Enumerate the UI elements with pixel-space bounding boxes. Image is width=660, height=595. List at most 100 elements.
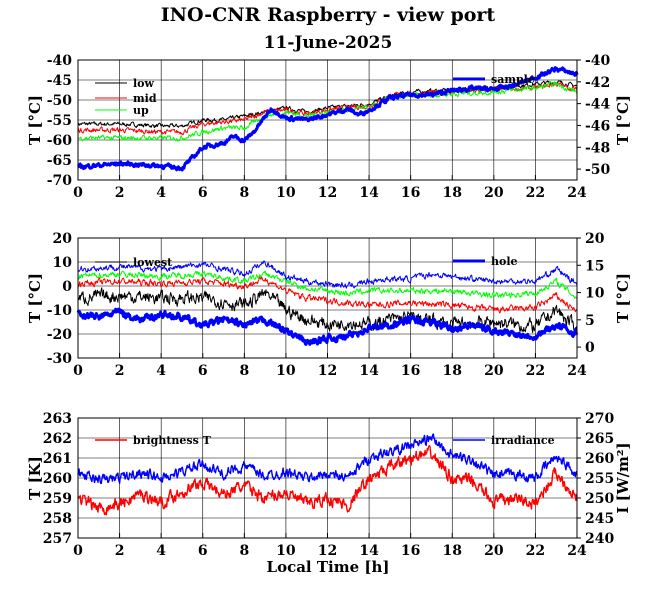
x-tick-label: 0 xyxy=(73,543,83,559)
x-tick-label: 4 xyxy=(156,363,166,379)
y-tick-label: 263 xyxy=(43,411,72,427)
x-tick-label: 18 xyxy=(443,363,462,379)
x-tick-label: 6 xyxy=(198,543,208,559)
panel-3: 0 2 4 6 8 10 12 14 16 18 20 22 242572582592602612622… xyxy=(26,411,632,559)
panel-1: 0 2 4 6 8 10 12 14 16 18 20 22 24-70-65-60-55-50-45-… xyxy=(26,53,632,201)
x-tick-label: 0 xyxy=(73,363,83,379)
y-tick-label: -10 xyxy=(47,303,73,319)
x-tick-label: 12 xyxy=(318,543,337,559)
x-tick-label: 12 xyxy=(318,185,337,201)
x-tick-label: 2 xyxy=(115,185,125,201)
y2-tick-label: 245 xyxy=(585,511,614,527)
y-tick-label: -45 xyxy=(47,73,72,89)
legend-label: sample xyxy=(491,73,535,86)
x-tick-label: 16 xyxy=(401,543,420,559)
y-tick-label: 257 xyxy=(43,531,72,547)
y2-tick-label: -42 xyxy=(585,75,610,91)
legend-label: low xyxy=(133,77,155,90)
series-line xyxy=(77,287,578,336)
y-tick-label: -40 xyxy=(47,53,73,69)
legend-label: mid xyxy=(133,92,157,105)
y-tick-label: 0 xyxy=(62,279,72,295)
legend-label: irradiance xyxy=(491,434,555,447)
y2-tick-label: 250 xyxy=(585,491,614,507)
x-tick-label: 4 xyxy=(156,543,166,559)
x-tick-label: 16 xyxy=(401,185,420,201)
x-tick-label: 6 xyxy=(198,363,208,379)
chart-title: INO-CNR Raspberry - view port xyxy=(161,4,496,26)
x-tick-label: 10 xyxy=(276,543,296,559)
legend-label: up xyxy=(133,104,149,117)
y2-tick-label: 15 xyxy=(585,258,604,274)
x-tick-label: 2 xyxy=(115,543,125,559)
y-axis-label: T [°C] xyxy=(26,273,44,323)
y2-tick-label: 5 xyxy=(585,313,595,329)
y-tick-label: 259 xyxy=(43,491,72,507)
series-line xyxy=(77,433,578,485)
legend-label: hole xyxy=(491,255,518,268)
x-tick-label: 2 xyxy=(115,363,125,379)
y-axis-label: T [K] xyxy=(26,456,44,500)
series-line xyxy=(77,445,578,516)
x-tick-label: 22 xyxy=(526,185,545,201)
y2-tick-label: -44 xyxy=(585,97,611,113)
x-tick-label: 8 xyxy=(239,185,249,201)
y2-tick-label: 0 xyxy=(585,340,595,356)
x-tick-label: 24 xyxy=(567,363,587,379)
series-line xyxy=(77,66,579,172)
x-tick-label: 4 xyxy=(156,185,166,201)
series-line xyxy=(77,270,578,299)
y-tick-label: -70 xyxy=(47,173,73,189)
y-tick-label: -65 xyxy=(47,153,72,169)
x-tick-label: 10 xyxy=(276,185,296,201)
x-tick-label: 8 xyxy=(239,363,249,379)
y2-axis-label: T [°C] xyxy=(614,273,632,323)
y2-axis-label: I [W/m²] xyxy=(614,442,632,513)
y2-tick-label: 260 xyxy=(585,451,614,467)
y2-tick-label: 240 xyxy=(585,531,614,547)
series-line xyxy=(77,260,578,289)
y-tick-label: 20 xyxy=(53,231,73,247)
x-tick-label: 22 xyxy=(526,543,545,559)
x-tick-label: 14 xyxy=(359,543,379,559)
y2-tick-label: 20 xyxy=(585,231,605,247)
y-tick-label: 10 xyxy=(53,255,73,271)
y-tick-label: -20 xyxy=(47,327,73,343)
x-tick-label: 6 xyxy=(198,185,208,201)
x-tick-label: 8 xyxy=(239,543,249,559)
y2-tick-label: -48 xyxy=(585,140,610,156)
series-line xyxy=(77,276,578,314)
y-tick-label: -30 xyxy=(47,351,73,367)
x-axis-label: Local Time [h] xyxy=(267,558,390,576)
series-line xyxy=(76,307,579,346)
y-tick-label: 258 xyxy=(43,511,72,527)
x-tick-label: 14 xyxy=(359,363,379,379)
y2-tick-label: 255 xyxy=(585,471,614,487)
y2-tick-label: 10 xyxy=(585,286,605,302)
y-tick-label: -60 xyxy=(47,133,73,149)
y-tick-label: 260 xyxy=(43,471,72,487)
x-tick-label: 18 xyxy=(443,543,462,559)
y2-tick-label: -50 xyxy=(585,162,611,178)
y2-tick-label: -46 xyxy=(585,118,610,134)
y-axis-label: T [°C] xyxy=(26,95,44,145)
y-tick-label: 262 xyxy=(43,431,72,447)
y-tick-label: -50 xyxy=(47,93,73,109)
x-tick-label: 0 xyxy=(73,185,83,201)
y2-tick-label: 270 xyxy=(585,411,614,427)
x-tick-label: 20 xyxy=(484,185,504,201)
x-tick-label: 16 xyxy=(401,363,420,379)
x-tick-label: 20 xyxy=(484,363,504,379)
y2-tick-label: 265 xyxy=(585,431,614,447)
y-tick-label: -55 xyxy=(47,113,72,129)
chart-subtitle: 11-June-2025 xyxy=(264,33,393,53)
x-tick-label: 22 xyxy=(526,363,545,379)
y2-tick-label: -40 xyxy=(585,53,611,69)
x-tick-label: 20 xyxy=(484,543,504,559)
x-tick-label: 24 xyxy=(567,543,587,559)
y2-axis-label: T [°C] xyxy=(614,95,632,145)
chart-panels: 0 2 4 6 8 10 12 14 16 18 20 22 24-70-65-60-55-50-45-… xyxy=(26,53,632,559)
panel-2: 0 2 4 6 8 10 12 14 16 18 20 22 24-30-20-100102005101… xyxy=(26,231,632,379)
x-tick-label: 12 xyxy=(318,363,337,379)
